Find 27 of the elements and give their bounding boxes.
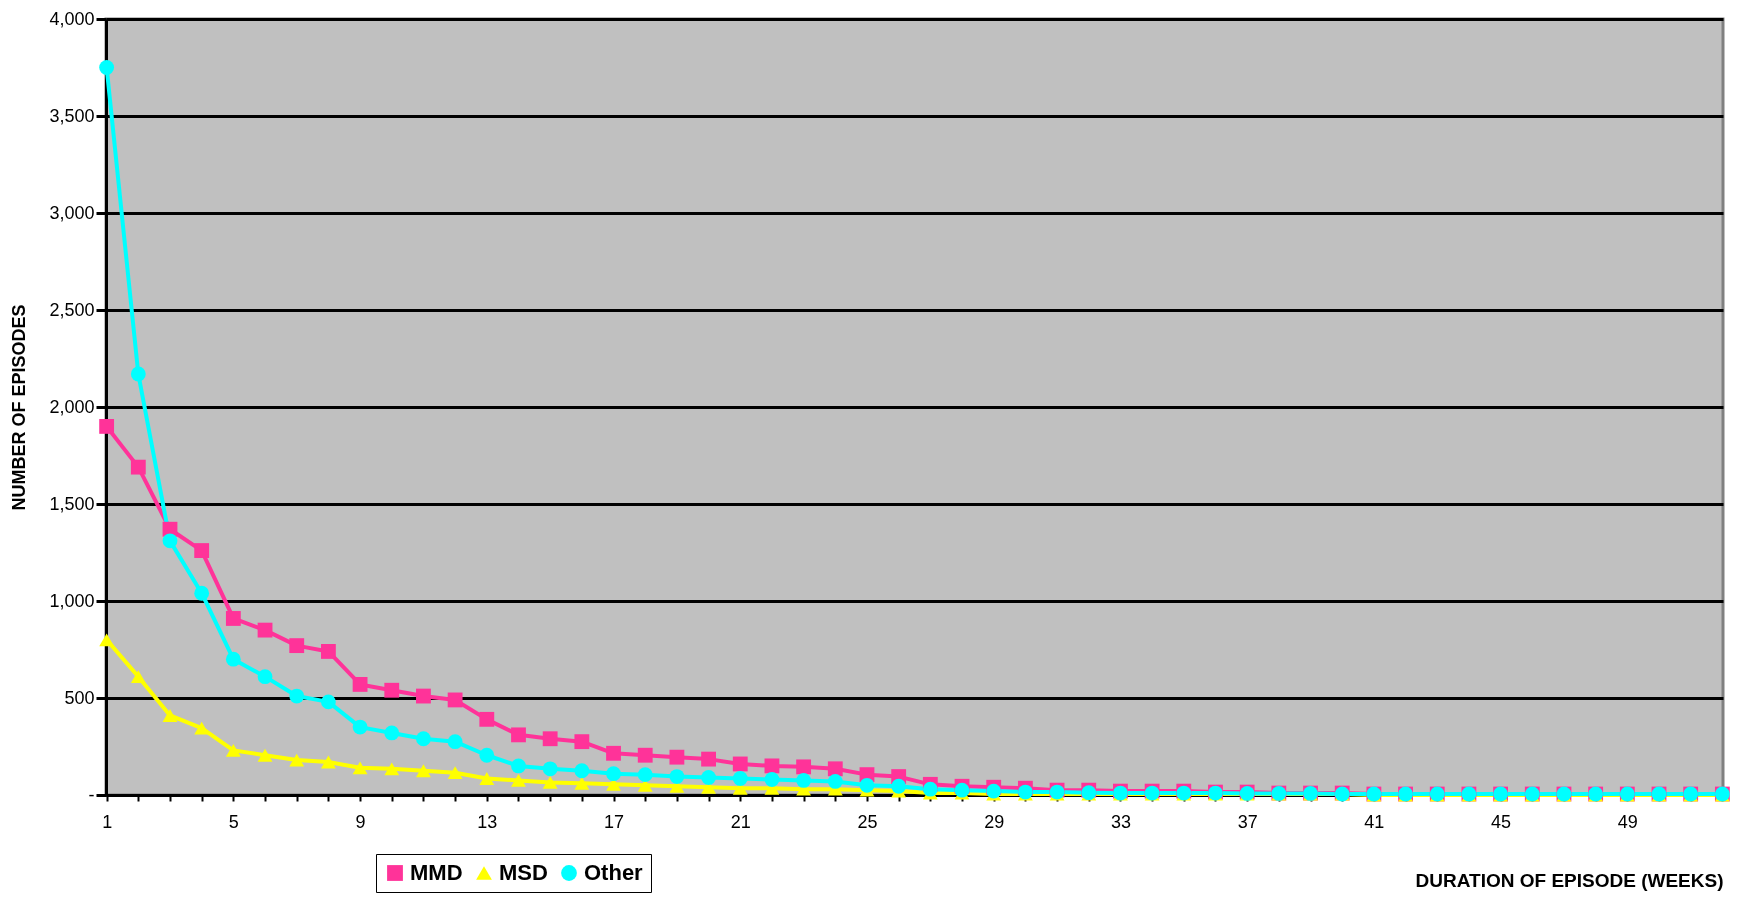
x-tick-label: 17 [604, 811, 625, 832]
y-tick-label: 3,000 [49, 202, 95, 223]
y-tick-label: 500 [64, 687, 95, 708]
legend-label: MMD [410, 860, 463, 885]
y-tick-label: 1,000 [49, 590, 95, 611]
x-tick-label: 29 [984, 811, 1005, 832]
y-axis-title: NUMBER OF EPISODES [9, 304, 30, 511]
y-tick-label: - [88, 784, 95, 805]
x-tick-label: 13 [477, 811, 498, 832]
y-tick-label: 1,500 [49, 493, 95, 514]
y-tick-label: 2,500 [49, 299, 95, 320]
x-tick-label: 45 [1491, 811, 1512, 832]
x-tick-label: 49 [1617, 811, 1638, 832]
x-tick-label: 37 [1237, 811, 1258, 832]
legend-label: MSD [499, 860, 548, 885]
y-tick-label: 3,500 [49, 105, 95, 126]
x-axis-title: DURATION OF EPISODE (WEEKS) [1415, 869, 1724, 891]
x-tick-label: 5 [228, 811, 239, 832]
x-tick-label: 25 [857, 811, 878, 832]
x-tick-label: 1 [102, 811, 113, 832]
legend-label: Other [584, 860, 644, 885]
x-tick-label: 33 [1110, 811, 1131, 832]
y-tick-label: 4,000 [49, 8, 95, 29]
x-tick-label: 21 [730, 811, 751, 832]
y-tick-label: 2,000 [49, 396, 95, 417]
x-tick-label: 41 [1364, 811, 1385, 832]
x-tick-label: 9 [355, 811, 366, 832]
